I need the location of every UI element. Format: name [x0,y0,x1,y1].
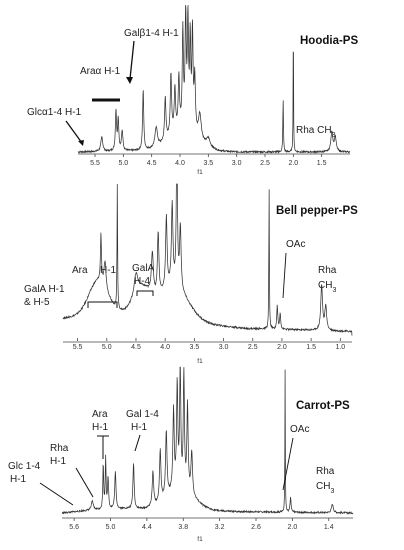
annotation-arrow [65,120,83,144]
annotation-label: Rha CH3 [296,125,336,139]
spectrum-line [77,5,351,154]
x-tick-label: 5.0 [106,524,116,531]
panel-title: Carrot-PS [296,400,350,412]
x-tick-label: 1.4 [324,524,334,531]
annotation-label: H-1 [10,474,27,485]
annotation-label: Araα H-1 [80,66,121,77]
annotation-label: Rha [316,466,335,477]
annotation-label: H-1 [92,422,109,433]
annotation-label: GalA [132,263,155,274]
annotation-line [75,467,94,498]
annotation-label: CH3 [316,481,334,495]
x-axis-label: f1 [197,536,203,543]
x-tick-label: 2.0 [288,160,298,167]
x-tick-label: 5.5 [73,344,83,351]
x-tick-label: 2.5 [248,344,258,351]
x-ticks: 5.6 5.0 4.4 3.8 3.2 2.6 2.0 1.4 [69,518,334,531]
x-tick-label: 4.0 [175,160,185,167]
annotation-label: H-1 [131,422,148,433]
annotation-bracket [136,290,154,296]
annotation-arrow [129,40,135,80]
x-tick-label: 2.5 [260,160,270,167]
annotation-label: H-1 [100,265,117,276]
annotation-label: OAc [290,424,309,435]
annotation-label: H-1 [50,456,67,467]
x-tick-label: 4.5 [147,160,157,167]
annotation-label: Rha [50,443,69,454]
x-axis-label: f1 [197,358,203,365]
arrowhead [126,77,133,84]
x-axis-label: f1 [197,169,203,176]
panel-title: Hoodia-PS [300,35,358,47]
x-tick-label: 2.0 [288,524,298,531]
annotation-line [282,252,287,299]
x-tick-label: 3.5 [203,160,213,167]
x-tick-label: 5.6 [69,524,79,531]
x-tick-label: 3.0 [219,344,229,351]
x-tick-label: 5.0 [102,344,112,351]
x-tick-label: 1.5 [306,344,316,351]
spectrum-area [61,366,354,515]
annotation-line [39,482,74,506]
x-tick-label: 4.0 [160,344,170,351]
x-tick-label: 4.4 [142,524,152,531]
arrowhead [78,140,84,146]
annotation-label: CH3 [318,280,336,294]
x-tick-label: 1.5 [317,160,327,167]
spectrum-area [77,5,351,154]
x-tick-label: 3.5 [189,344,199,351]
annotation-label: Glc 1-4 [8,461,41,472]
panel-bell-pepper: Bell pepper-PS 5.5 5.0 4.5 4.0 3.5 3.0 2.5 2.0 1… [24,183,358,365]
annotation-label: Rha [318,265,337,276]
x-tick-label: 1.0 [335,344,345,351]
spectrum-line [61,366,354,515]
x-tick-label: 3.2 [215,524,225,531]
annotation-label: Ara [72,265,88,276]
spectrum-line [62,183,353,336]
x-ticks: 5.5 5.0 4.5 4.0 3.5 3.0 2.5 2.0 1.5 [90,154,327,167]
spectrum-area [62,183,353,336]
annotation-label: OAc [286,239,305,250]
x-tick-label: 2.0 [277,344,287,351]
x-tick-label: 5.5 [90,160,100,167]
annotation-label: Gal 1-4 [126,409,159,420]
annotation-bracket [87,301,118,308]
x-tick-label: 3.8 [178,524,188,531]
x-tick-label: 2.6 [251,524,261,531]
annotation-line [282,437,294,491]
panel-hoodia: Hoodia-PS 5.5 5.0 4.5 4.0 3.5 3.0 2.5 2.0 1.5 f1… [27,5,358,176]
annotation-label: Galβ1-4 H-1 [124,28,179,39]
annotation-label: Glcα1-4 H-1 [27,107,82,118]
x-tick-label: 5.0 [118,160,128,167]
panel-title: Bell pepper-PS [276,205,358,217]
annotation-label: GalA H-1 [24,284,65,295]
annotation-label: Ara [92,409,108,420]
x-tick-label: 4.5 [131,344,141,351]
annotation-label: H-4 [134,276,151,287]
annotation-line [134,434,141,452]
x-tick-label: 3.0 [232,160,242,167]
x-ticks: 5.5 5.0 4.5 4.0 3.5 3.0 2.5 2.0 1.5 1.0 [73,338,345,351]
annotation-label: & H-5 [24,297,50,308]
panel-carrot: Carrot-PS 5.6 5.0 4.4 3.8 3.2 2.6 2.0 1.4 f1 Ar… [8,366,354,543]
